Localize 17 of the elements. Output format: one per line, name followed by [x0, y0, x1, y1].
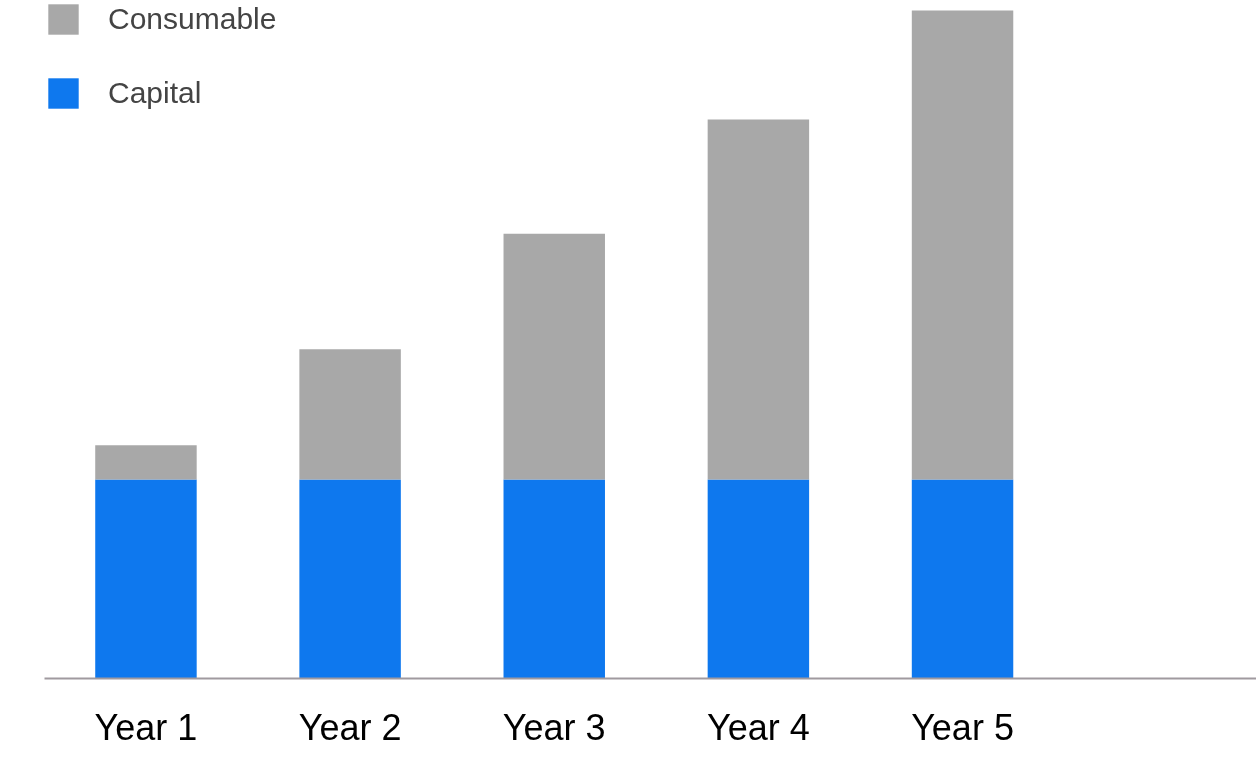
x-tick-label: Year 2: [298, 706, 402, 748]
bar: [95, 479, 197, 679]
bar: [299, 349, 401, 480]
x-tick-label: Year 4: [707, 706, 810, 748]
bar: [911, 10, 1014, 480]
x-tick-label: Year 1: [94, 706, 198, 748]
bar: [707, 479, 810, 679]
bar: [503, 233, 605, 480]
bar: [299, 479, 401, 679]
bar: [707, 119, 810, 480]
bar: [503, 479, 605, 679]
legend-label: Consumable: [108, 2, 277, 36]
bar: [911, 479, 1014, 679]
bar: [95, 445, 197, 480]
x-tick-label: Year 5: [911, 706, 1014, 748]
x-tick-label: Year 3: [502, 706, 606, 748]
legend-label: Capital: [108, 76, 202, 110]
